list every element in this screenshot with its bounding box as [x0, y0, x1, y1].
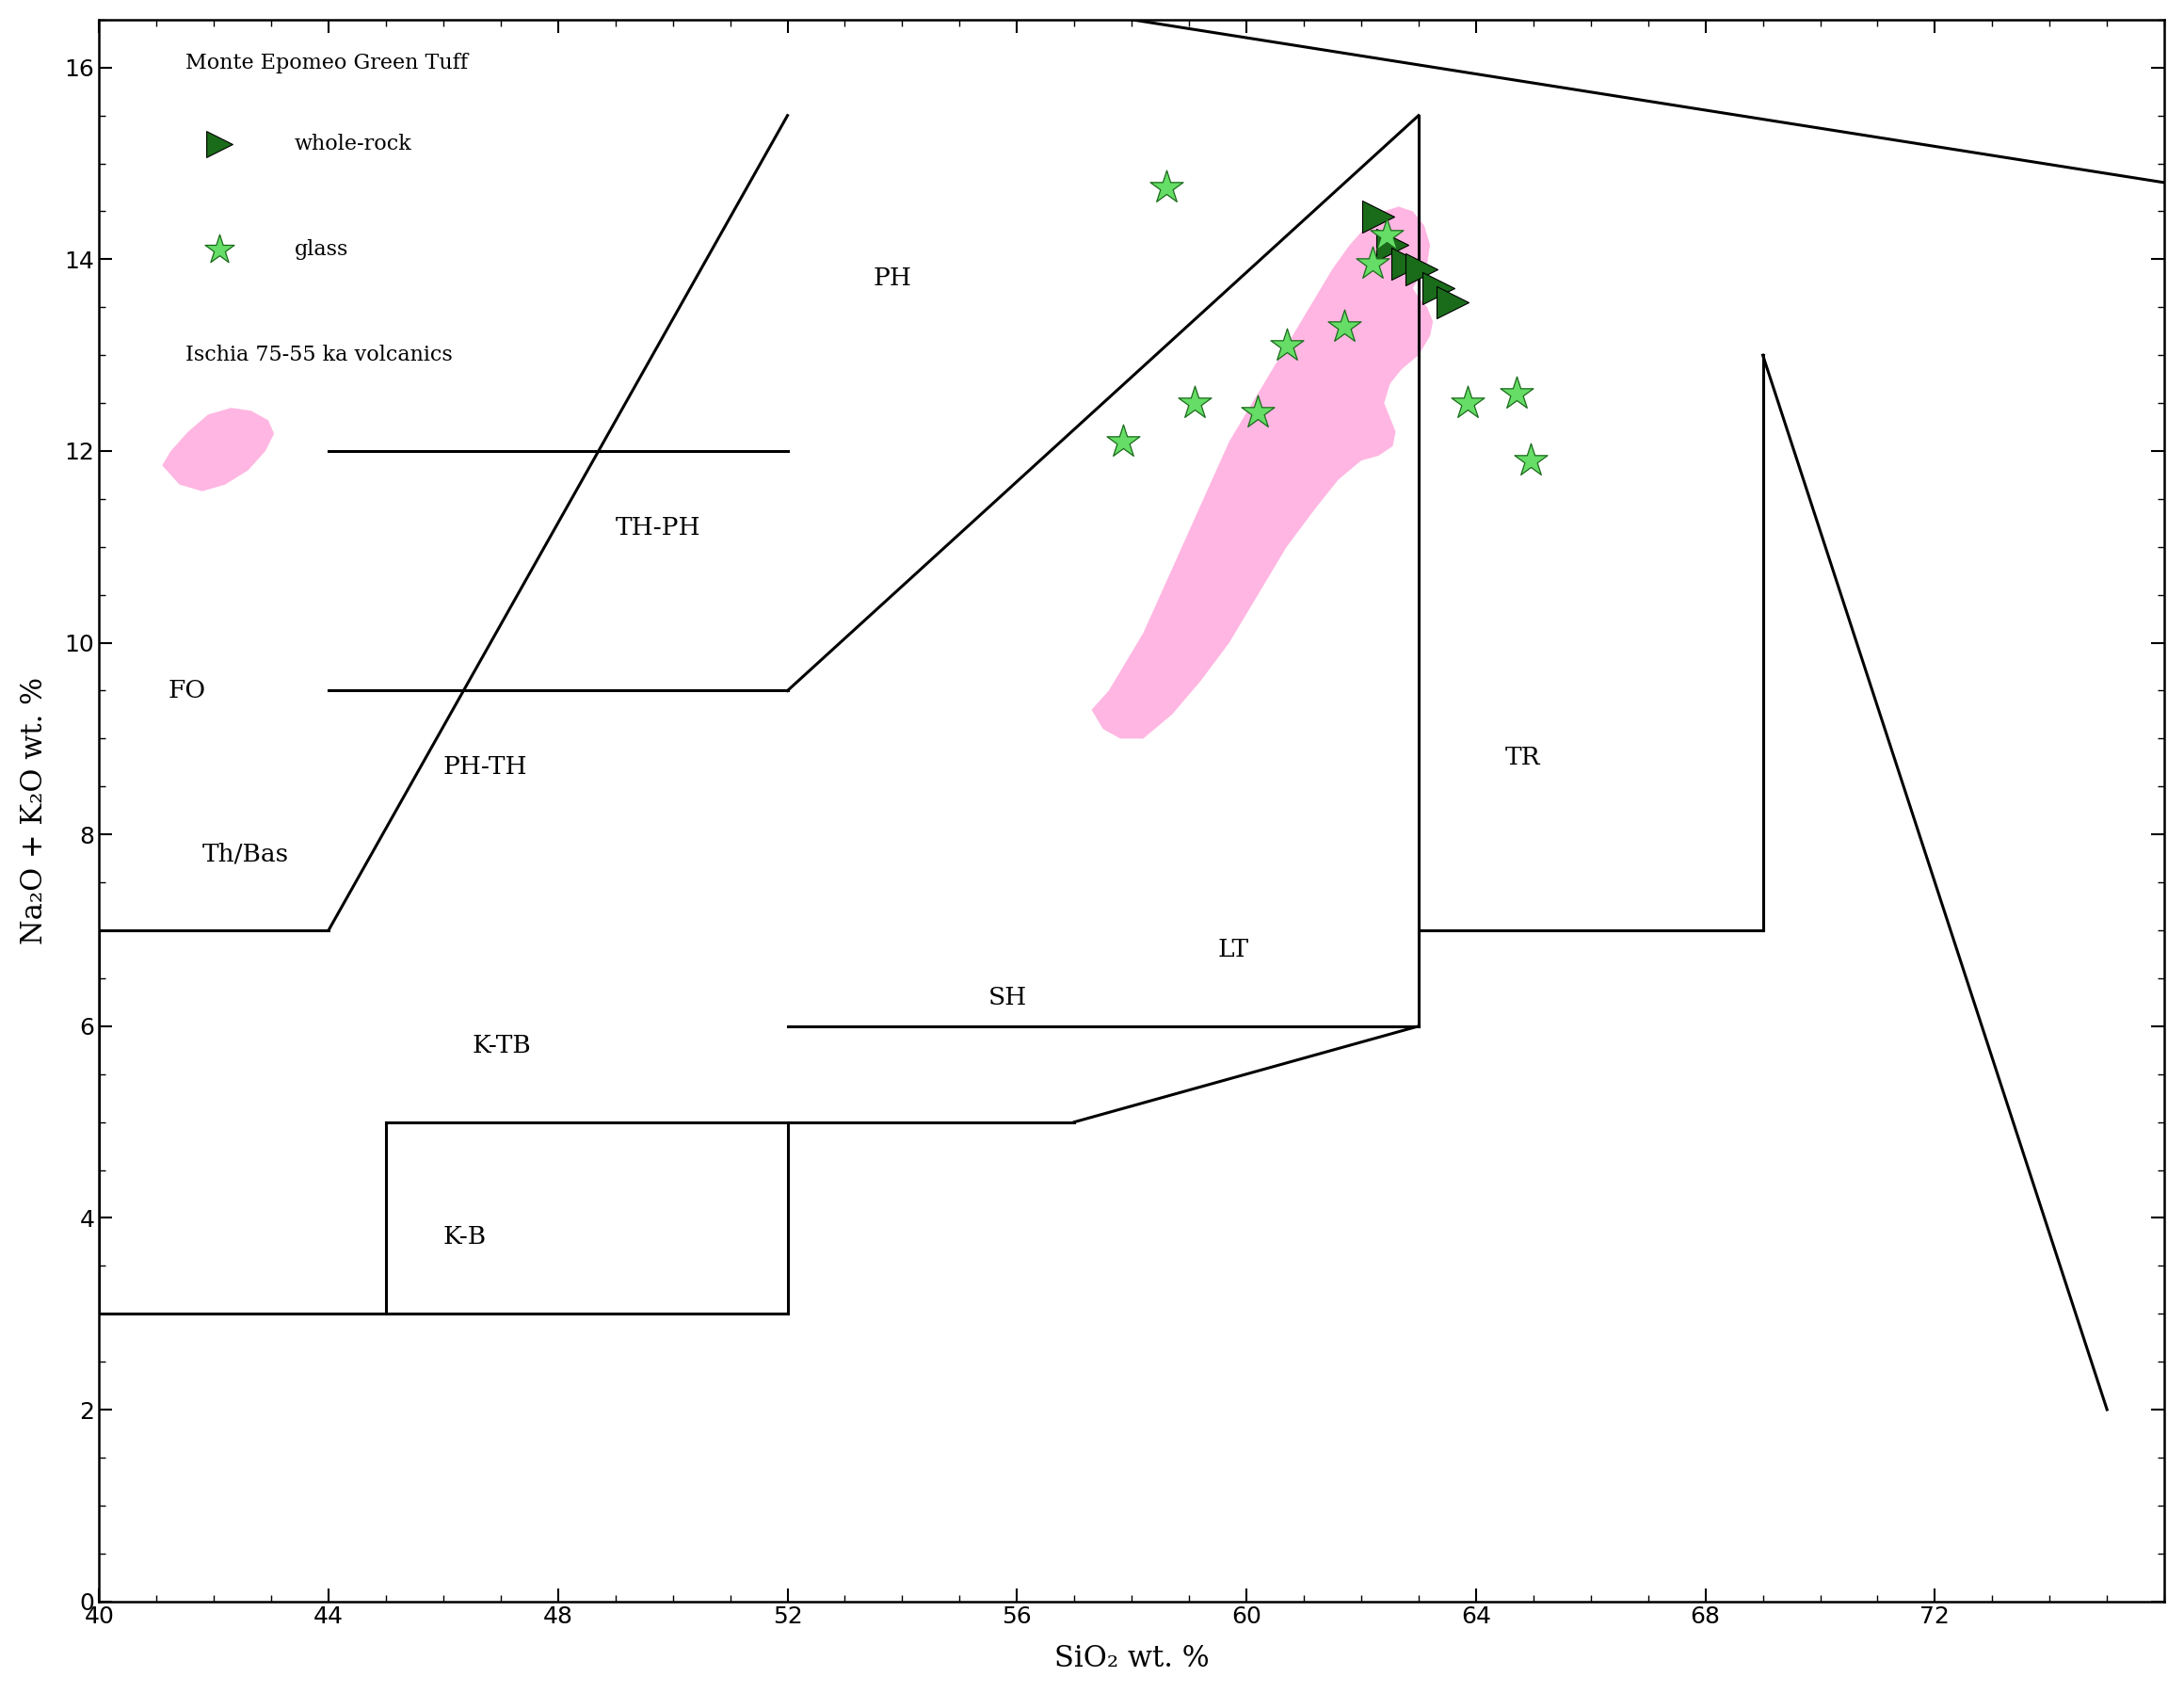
Point — [1177, 389, 1212, 416]
Point — [1326, 313, 1361, 340]
Text: PH: PH — [874, 267, 913, 290]
Point — [1369, 222, 1404, 249]
Point — [1361, 203, 1396, 230]
Text: SH: SH — [989, 985, 1026, 1009]
Text: K-B: K-B — [443, 1226, 487, 1249]
Y-axis label: Na₂O + K₂O wt. %: Na₂O + K₂O wt. % — [20, 677, 48, 945]
Point — [1498, 379, 1533, 406]
Point — [1269, 332, 1304, 359]
Point — [1514, 447, 1548, 474]
Text: K-TB: K-TB — [472, 1033, 531, 1056]
Text: Th/Bas: Th/Bas — [203, 841, 288, 865]
Polygon shape — [162, 408, 273, 491]
Point — [1376, 232, 1411, 259]
Text: LT: LT — [1219, 938, 1249, 962]
Point — [1356, 251, 1391, 278]
Text: Ischia 75-55 ka volcanics: Ischia 75-55 ka volcanics — [186, 345, 452, 366]
Point — [1422, 274, 1457, 301]
Point — [203, 130, 238, 157]
Text: PH-TH: PH-TH — [443, 755, 529, 779]
Point — [1404, 256, 1439, 283]
Point — [1241, 400, 1275, 427]
X-axis label: SiO₂ wt. %: SiO₂ wt. % — [1055, 1644, 1210, 1673]
Point — [1105, 428, 1140, 455]
Text: whole-rock: whole-rock — [295, 134, 411, 154]
Polygon shape — [1092, 207, 1433, 738]
Point — [1149, 174, 1184, 201]
Text: Monte Epomeo Green Tuff: Monte Epomeo Green Tuff — [186, 52, 467, 73]
Text: FO: FO — [168, 679, 205, 703]
Text: TH-PH: TH-PH — [616, 516, 701, 540]
Point — [1450, 389, 1485, 416]
Text: glass: glass — [295, 239, 347, 261]
Point — [203, 235, 238, 262]
Text: TR: TR — [1505, 747, 1540, 770]
Point — [1435, 290, 1470, 317]
Point — [1389, 251, 1424, 278]
